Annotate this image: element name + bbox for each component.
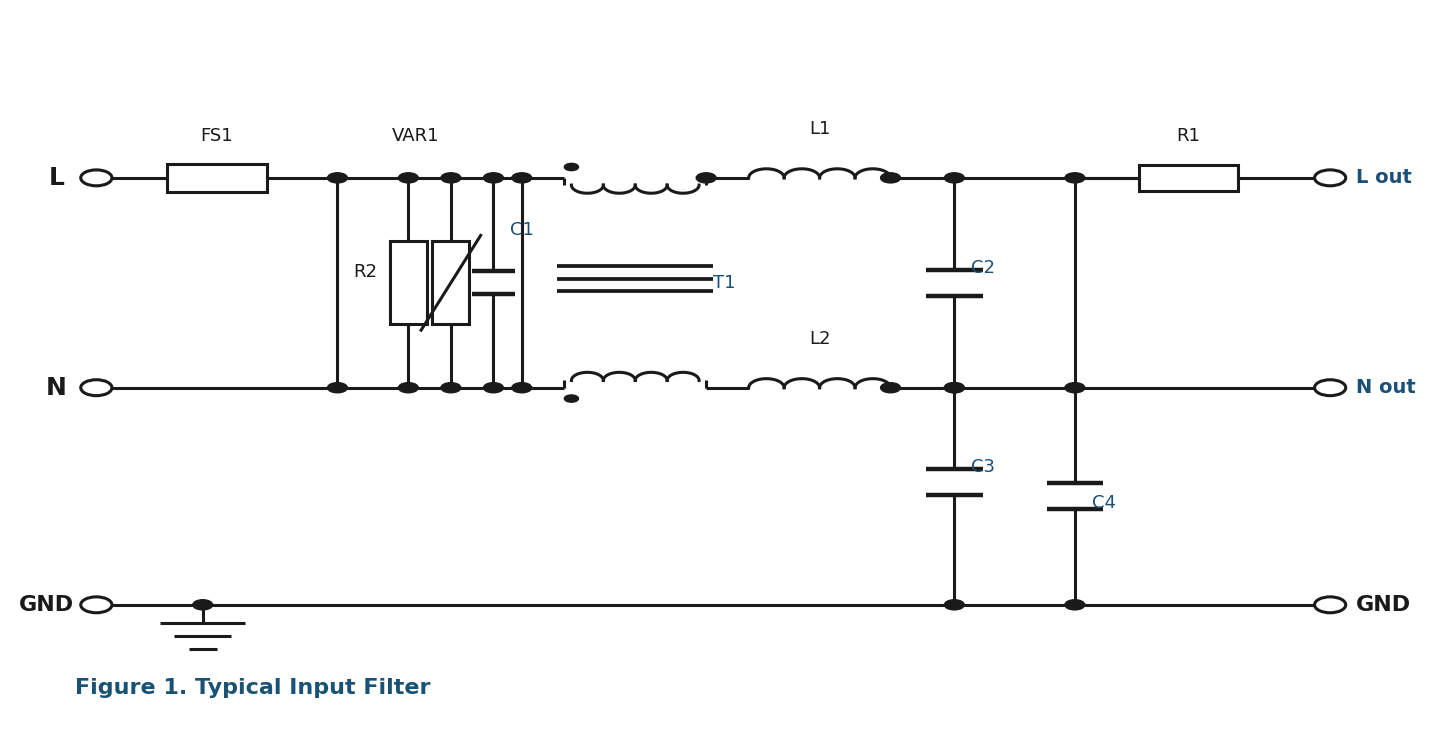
Circle shape (80, 380, 112, 396)
Text: GND: GND (19, 595, 75, 615)
Text: C2: C2 (971, 259, 995, 277)
Circle shape (1065, 173, 1084, 183)
Text: C4: C4 (1091, 495, 1116, 512)
Circle shape (1315, 597, 1345, 613)
Circle shape (483, 383, 503, 393)
Circle shape (945, 600, 964, 610)
Circle shape (945, 383, 964, 393)
Circle shape (80, 597, 112, 613)
Text: FS1: FS1 (201, 127, 234, 145)
Circle shape (192, 600, 212, 610)
Circle shape (1315, 170, 1345, 186)
Circle shape (565, 163, 578, 171)
FancyBboxPatch shape (168, 164, 267, 192)
Circle shape (483, 173, 503, 183)
Circle shape (512, 383, 532, 393)
FancyBboxPatch shape (390, 241, 427, 324)
Circle shape (880, 173, 901, 183)
Text: GND: GND (1355, 595, 1411, 615)
Circle shape (945, 173, 964, 183)
FancyBboxPatch shape (1139, 165, 1238, 190)
Text: L: L (49, 166, 65, 190)
FancyBboxPatch shape (433, 241, 469, 324)
Circle shape (565, 395, 578, 402)
Text: L out: L out (1355, 168, 1411, 187)
Text: C3: C3 (971, 458, 995, 477)
Text: C1: C1 (511, 221, 535, 239)
Text: VAR1: VAR1 (391, 127, 439, 145)
Circle shape (1315, 380, 1345, 396)
Circle shape (399, 173, 419, 183)
Text: L1: L1 (809, 120, 830, 138)
Text: R1: R1 (1176, 127, 1200, 145)
Circle shape (327, 383, 347, 393)
Text: L2: L2 (809, 330, 830, 348)
Circle shape (442, 173, 460, 183)
Circle shape (697, 173, 716, 183)
Text: N: N (46, 376, 67, 400)
Text: T1: T1 (713, 274, 736, 292)
Circle shape (399, 383, 419, 393)
Circle shape (80, 170, 112, 186)
Circle shape (442, 383, 460, 393)
Circle shape (512, 173, 532, 183)
Text: N out: N out (1355, 378, 1415, 397)
Text: Figure 1. Typical Input Filter: Figure 1. Typical Input Filter (75, 678, 430, 698)
Circle shape (880, 383, 901, 393)
Circle shape (1065, 600, 1084, 610)
Circle shape (327, 173, 347, 183)
Circle shape (945, 383, 964, 393)
Text: R2: R2 (353, 263, 377, 281)
Circle shape (1065, 383, 1084, 393)
